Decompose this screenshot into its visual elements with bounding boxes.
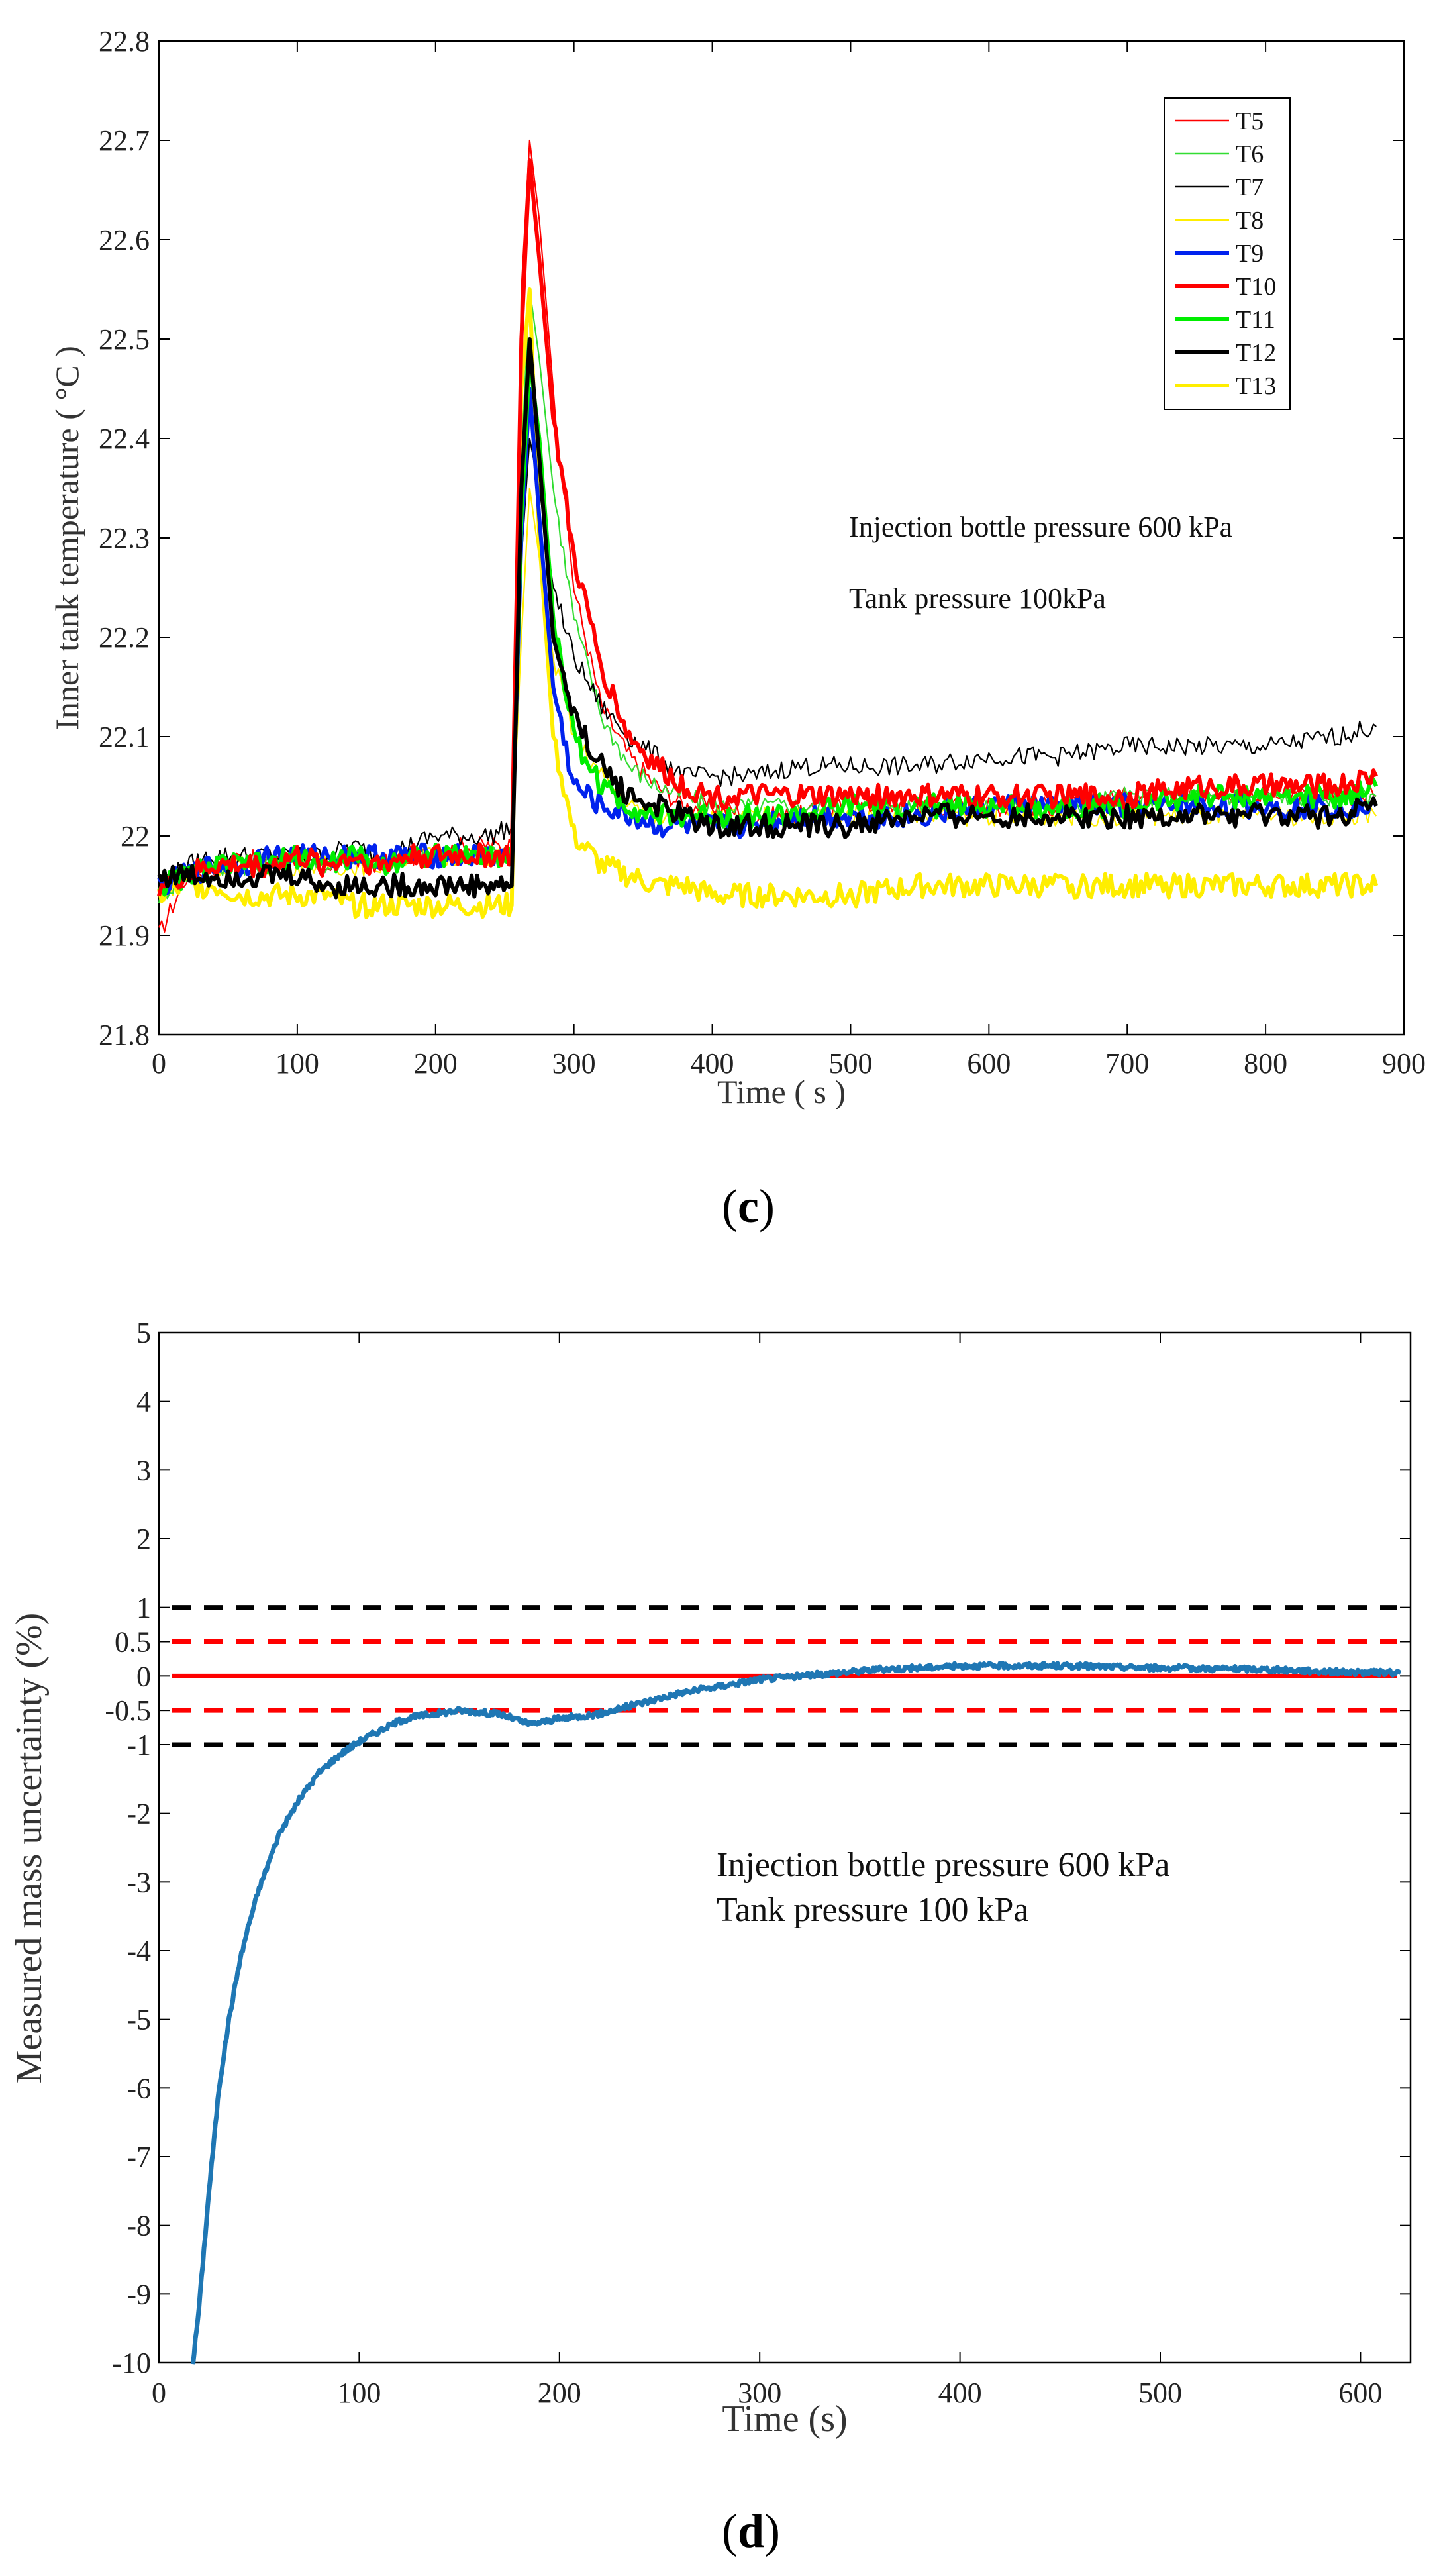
chart-d-series-lines xyxy=(172,1605,1402,2365)
chart-c-legend-label-T7: T7 xyxy=(1236,174,1264,201)
panel-label-d: (d) xyxy=(722,2504,781,2557)
chart-c-y-axis-label: Inner tank temperature ( °C ) xyxy=(48,346,85,729)
chart-c-x-tick-label: 900 xyxy=(1382,1047,1426,1080)
chart-d-x-axis-label: Time (s) xyxy=(722,2398,847,2440)
chart-d-x-tick-label: 300 xyxy=(738,2377,781,2409)
chart-c-y-tick-label: 22.2 xyxy=(99,621,150,654)
chart-d-series-line-measured xyxy=(190,1661,1402,2365)
chart-d-axis-ticks: 0 100 200 300 400 500 600-10-9-8-7-6-5-4-3-2-1… xyxy=(105,1317,1411,2409)
chart-c-legend-label-T10: T10 xyxy=(1236,273,1276,301)
chart-c-series-line-T7 xyxy=(158,437,1377,889)
chart-d-y-tick-label: -10 xyxy=(112,2347,151,2379)
chart-d-y-tick-label: -3 xyxy=(126,1866,151,1898)
chart-c-x-tick-label: 400 xyxy=(691,1047,734,1080)
chart-d-y-tick-label: -4 xyxy=(126,1935,151,1967)
chart-d-y-tick-label: -6 xyxy=(126,2072,151,2104)
chart-d-x-tick-label: 500 xyxy=(1138,2377,1182,2409)
chart-d-y-tick-label: -1 xyxy=(126,1729,151,1761)
chart-c-x-tick-label: 800 xyxy=(1244,1047,1287,1080)
chart-c-legend: T5 T6 T7 T8 T9 T10 T11 T12 T13 xyxy=(1164,97,1291,410)
chart-c-y-tick-label: 21.8 xyxy=(99,1019,150,1051)
chart-c-series-line-T10 xyxy=(157,158,1378,897)
chart-c-series-line-T13 xyxy=(157,287,1379,919)
chart-panel-d: 0 100 200 300 400 500 600-10-9-8-7-6-5-4-3-2-1… xyxy=(9,1317,1412,2440)
chart-c-series-lines xyxy=(157,139,1379,933)
chart-d-y-axis-label: Measured mass uncertainty (%) xyxy=(9,1613,50,2084)
chart-panel-c: 0 100 200 300 400 500 600 700 800 900 21.8 21.9 22 22… xyxy=(48,25,1426,1110)
chart-c-y-tick-label: 21.9 xyxy=(99,919,150,952)
chart-c-legend-label-T9: T9 xyxy=(1236,240,1264,268)
chart-c-legend-label-T13: T13 xyxy=(1236,372,1276,400)
chart-c-legend-label-T12: T12 xyxy=(1236,339,1276,367)
chart-d-y-tick-label: 0 xyxy=(136,1660,151,1692)
chart-c-annotation-tank: Tank pressure 100kPa xyxy=(849,582,1106,615)
chart-d-x-tick-label: 400 xyxy=(938,2377,982,2409)
chart-c-y-tick-label: 22.3 xyxy=(99,522,150,554)
chart-c-x-tick-label: 100 xyxy=(275,1047,319,1080)
chart-d-x-tick-label: 100 xyxy=(337,2377,381,2409)
chart-d-x-tick-label: 0 xyxy=(152,2377,166,2409)
chart-d-y-tick-label: 4 xyxy=(136,1386,151,1418)
chart-d-x-tick-label: 600 xyxy=(1338,2377,1382,2409)
chart-d-annotation-tank: Tank pressure 100 kPa xyxy=(717,1891,1028,1929)
chart-c-legend-label-T5: T5 xyxy=(1236,107,1264,135)
chart-c-series-line-T8 xyxy=(158,487,1377,902)
chart-c-legend-label-T6: T6 xyxy=(1236,140,1264,168)
chart-c-legend-label-T11: T11 xyxy=(1236,306,1275,334)
chart-d-y-tick-label: -9 xyxy=(126,2278,151,2310)
chart-c-x-tick-label: 600 xyxy=(967,1047,1011,1080)
chart-d-x-tick-label: 200 xyxy=(538,2377,581,2409)
panel-label-c: (c) xyxy=(722,1180,775,1233)
chart-c-y-tick-label: 22.5 xyxy=(99,323,150,356)
chart-c-x-tick-label: 500 xyxy=(828,1047,872,1080)
chart-c-annotation-injection: Injection bottle pressure 600 kPa xyxy=(849,511,1232,543)
chart-c-x-axis-label: Time ( s ) xyxy=(717,1073,846,1110)
chart-d-y-tick-label: 5 xyxy=(136,1317,151,1349)
chart-d-y-tick-label: -0.5 xyxy=(105,1694,151,1727)
chart-c-y-tick-label: 22.6 xyxy=(99,224,150,256)
chart-d-y-tick-label: 3 xyxy=(136,1454,151,1486)
chart-d-y-tick-label: 2 xyxy=(136,1523,151,1555)
chart-c-x-tick-label: 700 xyxy=(1105,1047,1149,1080)
chart-d-y-tick-label: 1 xyxy=(136,1592,151,1624)
chart-d-y-tick-label: -7 xyxy=(126,2141,151,2173)
chart-c-y-tick-label: 22.7 xyxy=(99,125,150,157)
chart-c-x-tick-label: 0 xyxy=(152,1047,166,1080)
chart-c-legend-label-T8: T8 xyxy=(1236,207,1264,234)
chart-d-plot-frame xyxy=(158,1331,1412,2364)
chart-c-x-tick-label: 300 xyxy=(552,1047,596,1080)
chart-c-y-tick-label: 22.4 xyxy=(99,423,150,455)
chart-c-y-tick-label: 22.8 xyxy=(99,25,150,58)
chart-c-y-tick-label: 22.1 xyxy=(99,721,150,753)
chart-d-annotation-injection: Injection bottle pressure 600 kPa xyxy=(717,1846,1170,1884)
chart-c-x-tick-label: 200 xyxy=(414,1047,458,1080)
chart-d-y-tick-label: -5 xyxy=(126,2004,151,2036)
chart-c-axis-ticks: 0 100 200 300 400 500 600 700 800 900 21.8 21.9 22 22… xyxy=(99,25,1426,1080)
chart-c-series-line-T12 xyxy=(157,337,1379,900)
chart-c-y-tick-label: 22 xyxy=(121,820,150,852)
chart-d-y-tick-label: 0.5 xyxy=(115,1626,151,1659)
chart-d-y-tick-label: -2 xyxy=(126,1798,151,1830)
chart-d-y-tick-label: -8 xyxy=(126,2210,151,2242)
